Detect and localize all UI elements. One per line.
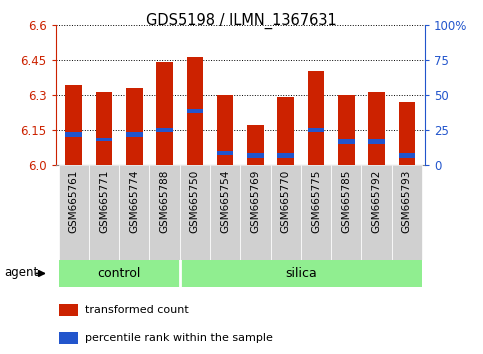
Bar	[338, 139, 355, 144]
Text: GSM665788: GSM665788	[159, 170, 170, 233]
Text: percentile rank within the sample: percentile rank within the sample	[85, 333, 273, 343]
Bar	[392, 165, 422, 260]
Bar	[59, 332, 78, 344]
Bar	[65, 132, 82, 137]
Text: GDS5198 / ILMN_1367631: GDS5198 / ILMN_1367631	[146, 12, 337, 29]
Bar	[58, 260, 180, 287]
Text: GSM665750: GSM665750	[190, 170, 200, 233]
Bar	[247, 153, 264, 158]
Text: transformed count: transformed count	[85, 305, 189, 315]
Text: control: control	[98, 267, 141, 280]
Bar	[156, 62, 173, 165]
Bar	[270, 165, 301, 260]
Text: GSM665754: GSM665754	[220, 170, 230, 233]
Text: GSM665785: GSM665785	[341, 170, 351, 233]
Bar	[338, 95, 355, 165]
Bar	[96, 138, 113, 141]
Bar	[58, 165, 89, 260]
Bar	[247, 125, 264, 165]
Bar	[126, 132, 142, 137]
Text: GSM665774: GSM665774	[129, 170, 139, 233]
Bar	[241, 165, 270, 260]
Text: GSM665761: GSM665761	[69, 170, 79, 233]
Bar	[186, 109, 203, 113]
Text: GSM665775: GSM665775	[311, 170, 321, 233]
Bar	[368, 92, 385, 165]
Bar	[331, 165, 361, 260]
Bar	[59, 304, 78, 316]
Bar	[126, 88, 142, 165]
Bar	[217, 95, 233, 165]
Bar	[398, 102, 415, 165]
Text: silica: silica	[285, 267, 317, 280]
Bar	[89, 165, 119, 260]
Bar	[180, 165, 210, 260]
Bar	[308, 128, 325, 132]
Bar	[368, 139, 385, 144]
Bar	[210, 165, 241, 260]
Bar	[180, 260, 422, 287]
Text: GSM665769: GSM665769	[251, 170, 260, 233]
Bar	[308, 72, 325, 165]
Bar	[156, 129, 173, 132]
Bar	[277, 97, 294, 165]
Bar	[119, 165, 149, 260]
Bar	[361, 165, 392, 260]
Bar	[301, 165, 331, 260]
Bar	[186, 57, 203, 165]
Bar	[398, 153, 415, 158]
Bar	[65, 85, 82, 165]
Text: GSM665771: GSM665771	[99, 170, 109, 233]
Text: agent: agent	[4, 266, 39, 279]
Text: GSM665792: GSM665792	[371, 170, 382, 233]
Bar	[96, 92, 113, 165]
Text: GSM665793: GSM665793	[402, 170, 412, 233]
Bar	[277, 153, 294, 158]
Bar	[149, 165, 180, 260]
Bar	[217, 151, 233, 155]
Text: GSM665770: GSM665770	[281, 170, 291, 233]
